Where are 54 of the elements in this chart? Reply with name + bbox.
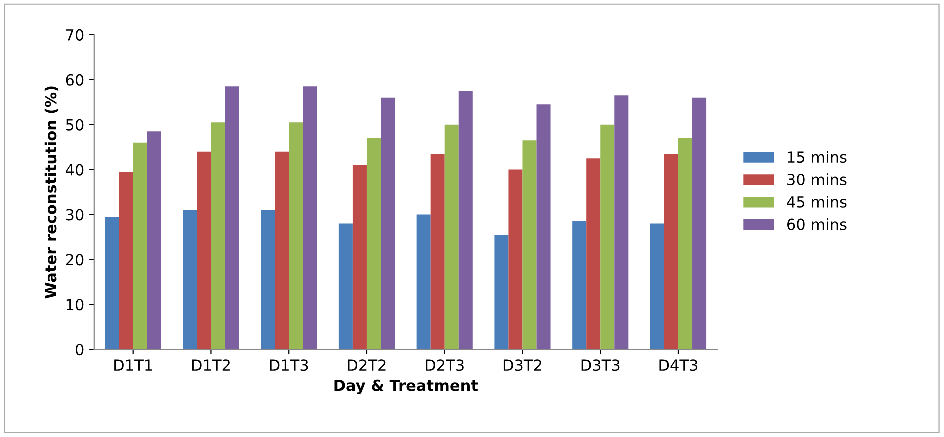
bar [338,224,353,350]
legend-label: 60 mins [787,218,847,230]
bar [225,86,240,350]
bar [105,217,120,350]
bar [430,154,445,350]
bar [416,214,431,350]
legend-label: 15 mins [788,151,847,164]
bar [458,91,473,350]
y-tick-label: 0 [76,344,84,356]
bar [444,124,459,350]
legend-label: 45 mins [787,196,847,208]
bar [133,142,148,350]
bar [381,98,396,350]
x-tick-label: D3T3 [582,360,620,372]
legend-label: 30 mins [788,174,847,186]
bar [303,86,318,350]
x-tick-label: D3T2 [504,360,542,372]
x-tick-label: D2T2 [348,360,386,371]
x-tick-label: D1T3 [270,360,308,372]
y-tick-label: 70 [66,29,84,41]
y-tick-label: 10 [66,299,84,311]
bar [600,124,615,350]
y-tick-label: 30 [66,209,84,221]
bar [508,170,523,350]
bar [494,234,509,350]
bar [678,138,693,350]
bar [586,158,601,350]
bar [352,165,367,350]
bar [522,140,537,350]
bar [692,98,707,350]
y-tick-label: 60 [66,74,84,86]
bar [664,154,678,350]
bar [650,224,664,350]
bar [211,122,226,350]
x-tick-label: D2T3 [426,360,464,372]
y-tick-label: 50 [66,119,84,131]
bar [366,138,381,350]
bar [614,96,629,350]
y-tick-label: 40 [66,164,84,176]
x-tick-label: D4T3 [660,360,698,372]
bar [289,122,304,350]
bar [147,132,162,350]
bar [536,104,551,350]
bar [572,221,587,350]
x-tick-label: D1T1 [114,360,152,371]
bar [261,210,276,350]
bar [119,172,134,350]
x-axis-title: Day & Treatment [334,380,478,394]
y-axis-title: Water reconstitution (%) [44,86,59,299]
y-tick-label: 20 [66,254,84,266]
bar [183,210,198,350]
bar [275,152,290,350]
x-tick-label: D1T2 [192,360,230,371]
bar [197,152,212,350]
